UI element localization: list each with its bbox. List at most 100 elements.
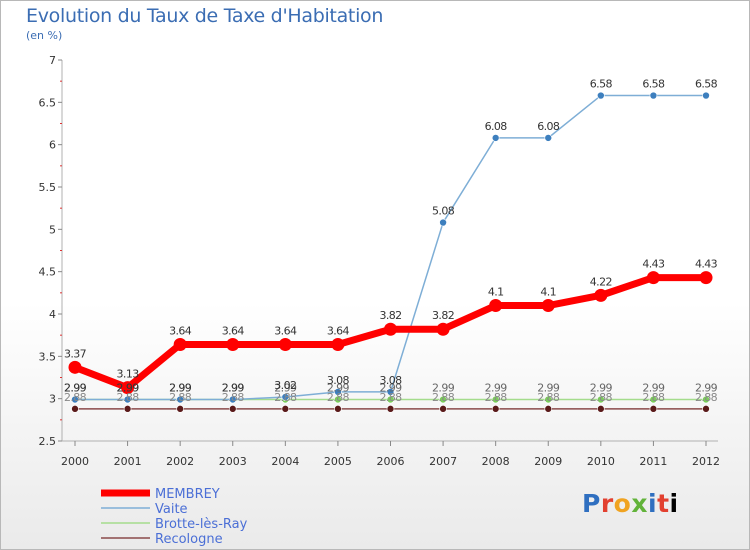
data-label: 3.64 <box>169 324 192 337</box>
data-label: 2.88 <box>274 391 297 404</box>
x-tick-label: 2009 <box>534 455 562 468</box>
data-label: 3.82 <box>379 309 401 322</box>
legend-label: MEMBREY <box>155 487 220 502</box>
y-tick-label: 6 <box>49 139 56 152</box>
x-tick-label: 2011 <box>639 455 667 468</box>
data-point <box>702 91 710 100</box>
data-point <box>491 134 500 142</box>
logo-letter: x <box>631 489 648 518</box>
data-point <box>699 271 713 285</box>
x-tick-label: 2010 <box>587 455 615 468</box>
data-label: 6.08 <box>537 120 560 133</box>
data-label: 6.58 <box>590 78 613 91</box>
logo-letter: o <box>613 489 632 518</box>
y-tick-label: 7 <box>49 54 56 67</box>
y-tick-label: 5.5 <box>39 181 57 194</box>
data-point <box>649 405 658 413</box>
data-label: 4.43 <box>695 258 718 271</box>
data-label: 6.08 <box>485 120 508 133</box>
data-point <box>71 405 79 413</box>
data-label: 2.99 <box>222 382 245 395</box>
data-label: 3.64 <box>327 324 350 337</box>
y-tick-label: 4 <box>49 308 56 321</box>
y-tick-label: 6.5 <box>39 96 57 109</box>
data-point <box>702 405 710 413</box>
logo-letter: i <box>669 489 679 518</box>
data-point <box>649 395 658 404</box>
x-tick-label: 2012 <box>692 455 720 468</box>
data-point <box>176 405 184 413</box>
logo-letter: P <box>582 489 601 518</box>
data-point <box>121 381 135 395</box>
data-point <box>386 388 395 396</box>
data-point <box>491 395 500 404</box>
data-label: 2.88 <box>64 391 87 404</box>
data-point <box>226 337 240 351</box>
y-tick-label: 3.5 <box>39 350 57 363</box>
y-tick-label: 5 <box>49 223 56 236</box>
data-point <box>597 395 605 404</box>
data-point <box>386 395 395 404</box>
y-tick-label: 2.5 <box>39 435 57 448</box>
data-label: 2.99 <box>327 382 350 395</box>
data-point <box>436 322 450 336</box>
data-label: 2.88 <box>485 391 508 404</box>
data-label: 3.82 <box>432 309 454 322</box>
y-tick-label: 4.5 <box>39 266 57 279</box>
logo-letter: i <box>648 489 658 518</box>
data-point <box>331 337 345 351</box>
data-point <box>228 395 237 404</box>
x-tick-label: 2000 <box>61 455 89 468</box>
data-label: 2.88 <box>695 391 718 404</box>
data-point <box>71 395 79 404</box>
data-point <box>541 299 555 313</box>
data-label: 2.99 <box>274 382 297 395</box>
data-label: 2.88 <box>537 391 560 404</box>
logo-letter: r <box>600 489 614 518</box>
data-point <box>544 405 553 413</box>
data-point <box>278 337 292 351</box>
data-label: 2.99 <box>64 382 87 395</box>
data-label: 2.99 <box>432 382 455 395</box>
data-label: 4.1 <box>540 286 556 299</box>
data-point <box>544 134 553 142</box>
data-label: 6.58 <box>695 78 718 91</box>
data-label: 2.88 <box>642 391 665 404</box>
series-lines <box>71 94 710 410</box>
data-label: 2.99 <box>642 382 665 395</box>
data-point <box>439 405 447 413</box>
data-point <box>702 395 710 404</box>
data-point <box>384 322 397 336</box>
data-label: 2.88 <box>590 391 613 404</box>
data-point <box>281 405 290 413</box>
data-point <box>597 91 605 100</box>
data-label: 3.02 <box>274 379 296 392</box>
data-label: 2.99 <box>590 382 613 395</box>
x-tick-label: 2006 <box>377 455 405 468</box>
data-labels: 2.88 2.88 2.88 2.88 2.88 2.88 2.88 2.88 2.88 2.88… <box>64 78 718 404</box>
data-point <box>439 395 447 404</box>
data-point <box>173 337 187 351</box>
data-label: 2.88 <box>327 391 350 404</box>
data-label: 2.88 <box>432 391 455 404</box>
data-label: 2.88 <box>379 391 402 404</box>
data-point <box>176 395 184 404</box>
data-label: 3.13 <box>117 368 140 381</box>
data-label: 2.88 <box>169 391 192 404</box>
data-point <box>334 405 342 413</box>
data-point <box>228 405 237 413</box>
data-label: 3.37 <box>64 347 87 360</box>
data-point <box>544 395 553 404</box>
data-label: 3.64 <box>222 324 245 337</box>
data-point <box>597 405 605 413</box>
data-label: 2.99 <box>695 382 718 395</box>
data-label: 3.08 <box>379 374 402 387</box>
data-label: 4.1 <box>488 286 504 299</box>
data-label: 4.22 <box>590 275 612 288</box>
legend-label: Recologne <box>155 532 223 547</box>
data-label: 2.99 <box>222 382 245 395</box>
legend-label: Vaite <box>155 502 188 517</box>
data-label: 4.43 <box>642 258 665 271</box>
